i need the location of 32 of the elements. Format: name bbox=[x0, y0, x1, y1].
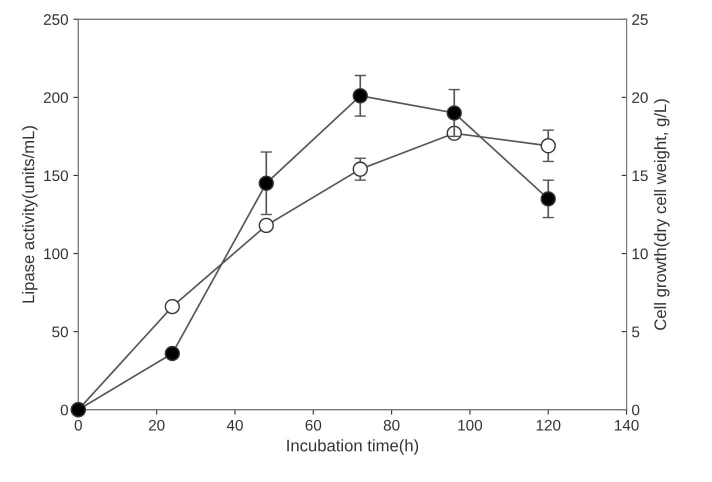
point bbox=[164, 346, 180, 362]
x-tick-label: 60 bbox=[306, 420, 322, 431]
y-axis-title: Lipase activity(units/mL) bbox=[22, 126, 38, 302]
y2-tick-label: 20 bbox=[632, 92, 648, 104]
y2-tick-label: 15 bbox=[632, 170, 648, 182]
x-tick-label: 20 bbox=[148, 420, 165, 431]
point bbox=[164, 298, 180, 314]
point bbox=[352, 88, 368, 104]
y2-tick-label: 5 bbox=[632, 326, 640, 338]
y-tick-label: 150 bbox=[44, 170, 68, 182]
x-axis-title: Incubation time(h) bbox=[287, 439, 418, 455]
x-tick-label: 80 bbox=[384, 420, 400, 431]
y-tick-label: 100 bbox=[44, 248, 68, 260]
y-tick-label: 250 bbox=[44, 14, 68, 25]
y-tick-label: 200 bbox=[44, 92, 68, 104]
x-tick-label: 0 bbox=[74, 420, 82, 431]
x-tick-label: 40 bbox=[226, 420, 243, 431]
y2-tick-label: 0 bbox=[632, 404, 640, 416]
y2-axis-title: Cell growth(dry cell weight, g/L) bbox=[654, 99, 670, 330]
point bbox=[540, 191, 556, 207]
point bbox=[258, 176, 274, 191]
point bbox=[258, 218, 274, 234]
x-tick-label: 100 bbox=[458, 420, 482, 431]
y-tick-label: 0 bbox=[60, 404, 68, 416]
y2-tick-label: 25 bbox=[632, 14, 648, 25]
point bbox=[352, 162, 368, 177]
x-tick-label: 140 bbox=[614, 420, 639, 431]
x-tick-label: 120 bbox=[536, 420, 560, 431]
point bbox=[446, 105, 462, 121]
point bbox=[540, 138, 556, 154]
y2-tick-label: 10 bbox=[632, 248, 648, 260]
y-tick-label: 50 bbox=[52, 326, 68, 338]
